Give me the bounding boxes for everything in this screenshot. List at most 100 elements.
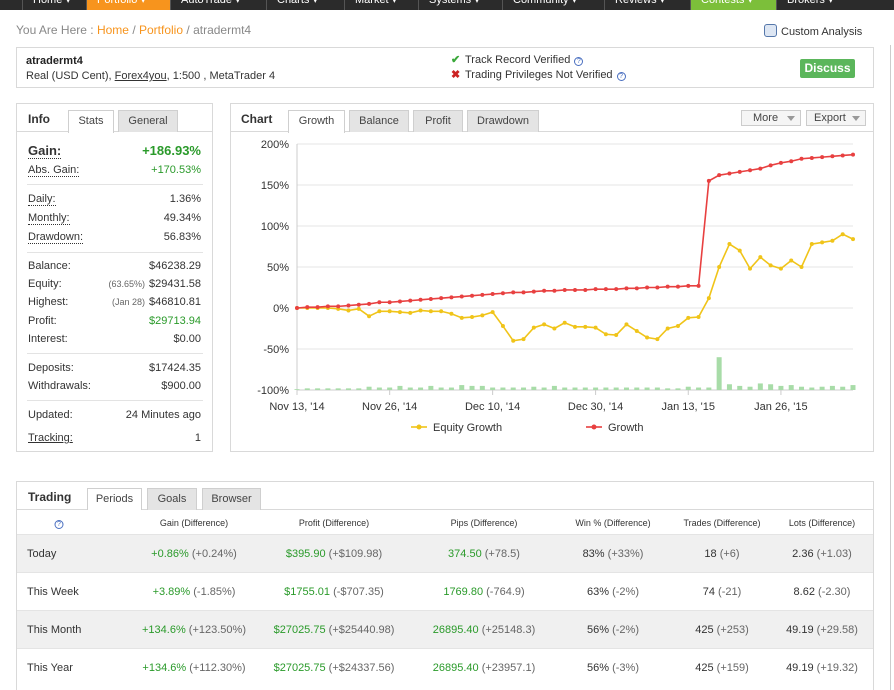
- cell-trades: 425 (+253): [695, 624, 749, 636]
- nav-systems[interactable]: Systems ▾: [418, 0, 502, 10]
- growth-point: [531, 289, 536, 294]
- table-header-row: ? Gain (Difference) Profit (Difference) Pip…: [17, 510, 873, 534]
- nav-charts[interactable]: Charts ▾: [266, 0, 344, 10]
- column-header[interactable]: Win % (Difference): [575, 518, 651, 528]
- chevron-down-icon: [787, 116, 795, 121]
- table-row: Today +0.86% (+0.24%) $395.90 (+$109.98) 37…: [17, 534, 873, 572]
- cell-value: $27025.75: [273, 662, 326, 674]
- nav-reviews[interactable]: Reviews ▾: [604, 0, 690, 10]
- equity-growth-point: [675, 324, 680, 329]
- cell-value: +3.89%: [152, 586, 191, 598]
- trading-title: Trading: [28, 490, 72, 504]
- breadcrumb-prefix: You Are Here :: [16, 23, 94, 37]
- column-header[interactable]: Lots (Difference): [788, 518, 856, 528]
- tab-general[interactable]: General: [118, 110, 178, 132]
- legend-equity-growth-marker: [416, 424, 422, 430]
- equity-growth-point: [706, 296, 711, 301]
- volume-bar: [541, 387, 547, 390]
- help-icon[interactable]: ?: [54, 518, 64, 529]
- account-leverage: 1:500: [172, 70, 201, 82]
- profit-value: $29713.94: [149, 315, 201, 327]
- growth-point: [748, 168, 753, 173]
- abs-gain-row: Abs. Gain: +170.53%: [28, 164, 201, 178]
- growth-point: [295, 306, 299, 310]
- nav-market[interactable]: Market ▾: [344, 0, 418, 10]
- volume-bar: [469, 385, 475, 390]
- equity-growth-point: [490, 310, 495, 315]
- gain-value: +186.93%: [142, 143, 201, 158]
- nav-brokers[interactable]: Brokers ▾: [776, 0, 894, 10]
- nav-contests[interactable]: Contests ▾: [690, 0, 776, 10]
- growth-point: [665, 284, 670, 289]
- tab-periods[interactable]: Periods: [87, 488, 142, 511]
- y-tick-label: 100%: [261, 221, 289, 233]
- cell-difference: (-2.30): [818, 586, 851, 598]
- cell-difference: (+23957.1): [481, 662, 536, 674]
- equity-growth-point: [809, 242, 814, 247]
- breadcrumb-separator: /: [186, 23, 190, 37]
- tab-balance[interactable]: Balance: [349, 110, 409, 132]
- volume-bar: [634, 387, 640, 390]
- column-header[interactable]: Profit (Difference): [298, 518, 370, 528]
- nav-portfolio[interactable]: Portfolio ▾: [86, 0, 170, 10]
- tab-browser[interactable]: Browser: [202, 488, 261, 510]
- column-header[interactable]: Pips (Difference): [450, 518, 518, 528]
- discuss-button[interactable]: Discuss: [800, 59, 855, 78]
- cell-gain: +134.6% (+112.30%): [142, 662, 245, 674]
- cell-pips: 374.50 (+78.5): [448, 548, 520, 560]
- volume-bar: [479, 385, 485, 390]
- growth-point: [645, 285, 650, 290]
- equity-growth-point: [500, 324, 505, 329]
- volume-bar: [675, 388, 681, 390]
- tab-growth[interactable]: Growth: [288, 110, 345, 133]
- equity-growth-point: [778, 266, 783, 271]
- tab-stats[interactable]: Stats: [68, 110, 114, 133]
- volume-bar: [850, 385, 856, 390]
- account-header: atradermt4 Real (USD Cent), Forex4you, 1…: [16, 47, 874, 88]
- equity-growth-point: [397, 310, 402, 315]
- column-header[interactable]: Gain (Difference): [159, 518, 229, 528]
- breadcrumb-current: atradermt4: [193, 23, 252, 37]
- cell-value: 63%: [587, 586, 610, 598]
- cell-value: +0.86%: [151, 548, 189, 560]
- growth-point: [397, 299, 402, 304]
- equity-growth-point: [737, 248, 742, 253]
- equity-percent: (63.65%): [108, 279, 145, 289]
- volume-bar: [366, 386, 372, 390]
- more-dropdown[interactable]: More: [741, 110, 801, 126]
- cell-difference: (-2%): [612, 586, 639, 598]
- help-icon[interactable]: ?: [574, 57, 584, 66]
- growth-point: [377, 300, 382, 305]
- cell-difference: (+1.03): [816, 548, 852, 560]
- tab-profit[interactable]: Profit: [413, 110, 463, 132]
- tracking-link[interactable]: Tracking:: [28, 432, 73, 444]
- breadcrumb-portfolio-link[interactable]: Portfolio: [139, 23, 184, 37]
- daily-row: Daily: 1.36%: [28, 193, 201, 207]
- broker-link[interactable]: Forex4you: [114, 70, 167, 82]
- volume-bar: [819, 386, 825, 390]
- volume-bar: [582, 387, 588, 390]
- breadcrumb-home-link[interactable]: Home: [96, 23, 129, 37]
- cell-lots: 49.19 (+19.32): [786, 662, 858, 674]
- export-dropdown[interactable]: Export: [806, 110, 866, 126]
- column-header[interactable]: Trades (Difference): [683, 518, 761, 528]
- equity-growth-point: [748, 266, 753, 271]
- nav-community[interactable]: Community ▾: [502, 0, 604, 10]
- balance-label: Balance:: [28, 260, 71, 272]
- cell-value: 425: [695, 662, 714, 674]
- growth-chart: -100% -50% 0% 50% 100% 150% 200% Nov 13, '14 Nov…: [257, 139, 856, 434]
- volume-bar: [593, 387, 599, 390]
- tab-goals[interactable]: Goals: [147, 488, 197, 510]
- tab-drawdown[interactable]: Drawdown: [467, 110, 539, 132]
- nav-autotrade[interactable]: AutoTrade ▾: [170, 0, 266, 10]
- custom-analysis-label: Custom Analysis: [781, 26, 863, 38]
- help-icon[interactable]: ?: [616, 72, 626, 81]
- nav-home[interactable]: Home ▾: [22, 0, 86, 10]
- custom-analysis-link[interactable]: Custom Analysis: [764, 24, 862, 38]
- growth-point: [583, 287, 588, 292]
- highest-date: (Jan 28): [111, 297, 145, 307]
- growth-point: [778, 160, 783, 165]
- cell-value: 26895.40: [432, 624, 479, 636]
- page-scrollbar[interactable]: [890, 45, 894, 690]
- growth-point: [356, 302, 361, 307]
